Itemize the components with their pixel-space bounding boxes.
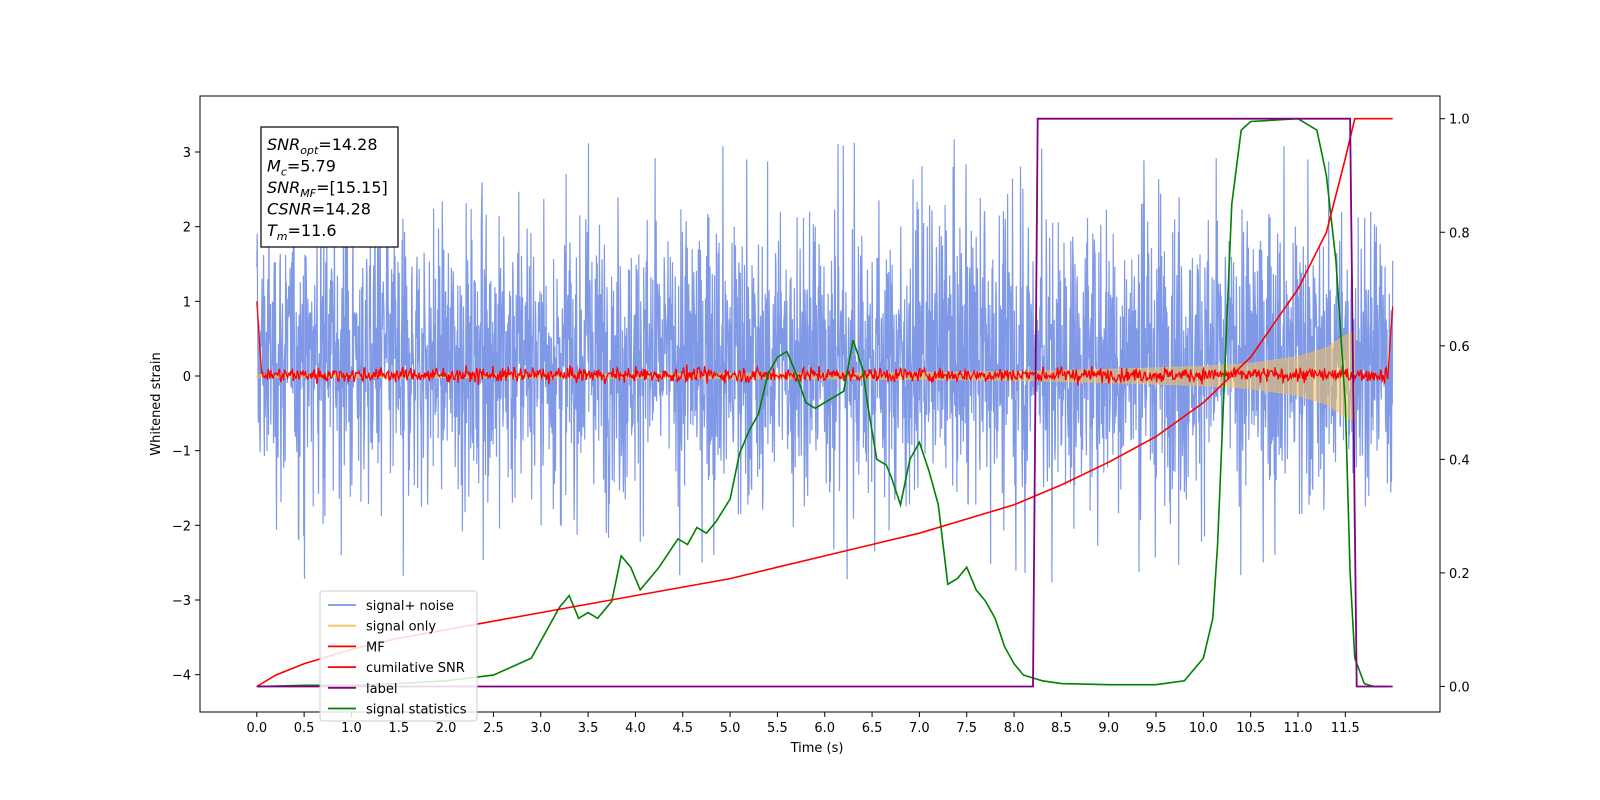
legend: signal+ noise signal only MF cumilative SNR… <box>319 590 478 722</box>
info-line-3: CSNR=14.28 <box>267 200 371 219</box>
x-tick-label-19: 9.5 <box>1146 721 1167 736</box>
info-box-lines: SNRopt=14.28Mc=5.79SNRMF=[15.15]CSNR=14.… <box>267 135 388 243</box>
x-tick-label-15: 7.5 <box>956 721 977 736</box>
x-tick-label-23: 11.5 <box>1331 721 1360 736</box>
info-value-4: =11.6 <box>288 221 337 240</box>
legend-label-4: label <box>366 682 397 697</box>
x-tick-label-18: 9.0 <box>1098 721 1119 736</box>
x-tick-label-6: 3.0 <box>530 721 551 736</box>
series-signal-statistics <box>256 117 1388 688</box>
legend-label-0: signal+ noise <box>366 599 454 614</box>
y2-tick-label-2: 0.6 <box>1449 340 1470 355</box>
legend-label-1: signal only <box>366 620 436 635</box>
y2-tick-label-5: 0.0 <box>1449 680 1470 695</box>
legend-label-3: cumilative SNR <box>366 661 465 676</box>
x-tick-label-7: 3.5 <box>578 721 599 736</box>
y-tick-label-3: 0 <box>183 370 191 385</box>
x-tick-label-5: 2.5 <box>483 721 504 736</box>
info-subscript-2: MF <box>300 187 316 200</box>
y-tick-label-1: 2 <box>183 221 191 236</box>
info-symbol-3: CSNR <box>267 200 312 219</box>
info-value-1: =5.79 <box>287 157 336 176</box>
y-tick-label-2: 1 <box>183 295 191 310</box>
x-tick-label-0: 0.0 <box>246 721 267 736</box>
y-tick-label-6: −3 <box>172 594 191 609</box>
x-tick-label-20: 10.0 <box>1189 721 1218 736</box>
y-tick-label-0: 3 <box>183 146 191 161</box>
info-box: SNRopt=14.28Mc=5.79SNRMF=[15.15]CSNR=14.… <box>260 126 399 248</box>
info-value-0: =14.28 <box>318 135 377 154</box>
y-tick-label-4: −1 <box>172 445 191 460</box>
legend-frame <box>319 590 478 722</box>
x-tick-label-1: 0.5 <box>294 721 315 736</box>
x-tick-label-3: 1.5 <box>388 721 409 736</box>
x-tick-label-11: 5.5 <box>767 721 788 736</box>
y2-tick-label-3: 0.4 <box>1449 453 1470 468</box>
x-tick-label-10: 5.0 <box>720 721 741 736</box>
info-symbol-4: T <box>267 221 278 240</box>
info-line-4: Tm=11.6 <box>267 221 337 243</box>
x-tick-label-12: 6.0 <box>814 721 835 736</box>
x-tick-label-4: 2.0 <box>436 721 457 736</box>
y-axis-label: Whitened strain <box>149 352 164 455</box>
x-tick-label-21: 10.5 <box>1236 721 1265 736</box>
x-tick-label-8: 4.0 <box>625 721 646 736</box>
legend-label-2: MF <box>366 640 385 655</box>
series-signal-noise <box>256 129 1394 583</box>
x-tick-label-2: 1.0 <box>341 721 362 736</box>
series-mf <box>256 301 1394 386</box>
legend-label-5: signal statistics <box>366 703 467 718</box>
y-axis-left: 3 2 1 0 −1 −2 −3 −4 <box>172 146 200 684</box>
info-subscript-0: opt <box>300 144 319 157</box>
y-tick-label-5: −2 <box>172 519 191 534</box>
info-symbol-0: SNR <box>267 135 300 154</box>
x-tick-label-17: 8.5 <box>1051 721 1072 736</box>
x-tick-label-9: 4.5 <box>672 721 693 736</box>
y-axis-right: 1.0 0.8 0.6 0.4 0.2 0.0 <box>1440 113 1470 695</box>
y2-tick-label-4: 0.2 <box>1449 567 1470 582</box>
info-line-2: SNRMF=[15.15] <box>267 178 388 200</box>
plot-frame <box>199 95 1441 713</box>
y-tick-label-7: −4 <box>172 669 191 684</box>
x-tick-label-13: 6.5 <box>862 721 883 736</box>
series-label <box>256 117 1393 688</box>
info-subscript-4: m <box>277 230 288 243</box>
legend-items: signal+ noise signal only MF cumilative SNR… <box>328 599 467 718</box>
series-layer <box>256 117 1394 688</box>
info-box-frame <box>260 126 399 248</box>
x-axis-label: Time (s) <box>790 741 844 756</box>
x-axis: 0.0 0.5 1.0 1.5 2.0 2.5 3.0 3.5 4.0 4.5 5.0 5.5 6.0 6… <box>246 712 1360 736</box>
info-symbol-2: SNR <box>267 178 300 197</box>
x-tick-label-22: 11.0 <box>1284 721 1313 736</box>
info-line-1: Mc=5.79 <box>267 157 336 179</box>
info-value-3: =14.28 <box>312 200 371 219</box>
info-symbol-1: M <box>267 157 281 176</box>
y2-tick-label-1: 0.8 <box>1449 226 1470 241</box>
x-tick-label-16: 8.0 <box>1004 721 1025 736</box>
info-subscript-1: c <box>281 166 287 179</box>
y2-tick-label-0: 1.0 <box>1449 113 1470 128</box>
info-value-2: =[15.15] <box>316 178 388 197</box>
x-tick-label-14: 7.0 <box>909 721 930 736</box>
info-line-0: SNRopt=14.28 <box>267 135 378 157</box>
